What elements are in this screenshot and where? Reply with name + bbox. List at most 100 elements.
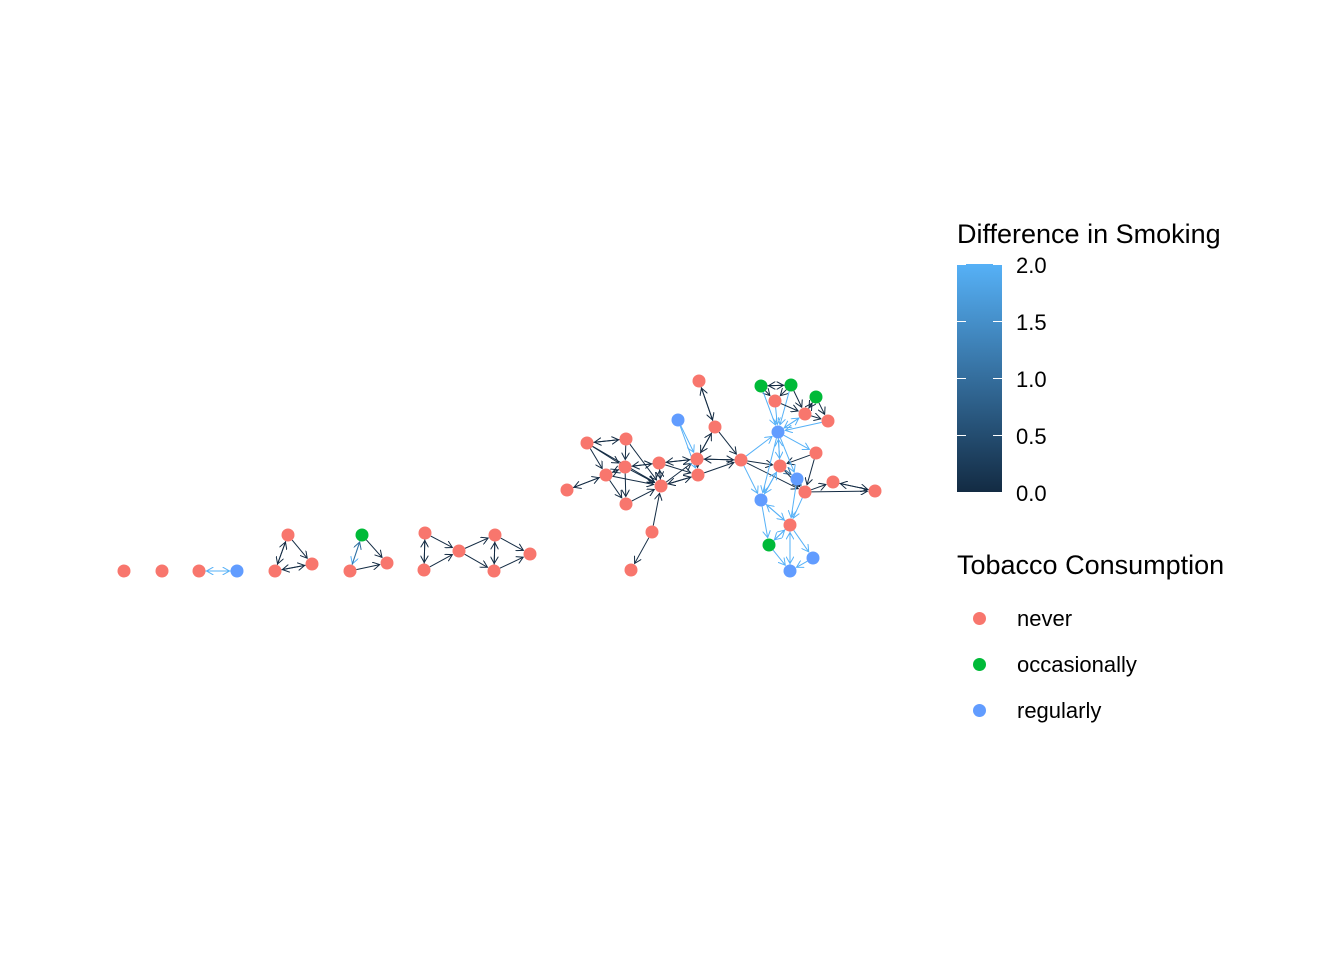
edge [773,530,785,541]
edge [594,440,620,443]
edge [464,538,488,549]
node-never [708,420,722,434]
edge [718,431,736,454]
node-never [691,468,705,482]
edge [665,464,691,473]
legend-key-regularly [973,704,986,717]
node-never [652,456,666,470]
edge [811,416,821,419]
tick-label-1-5: 1.5 [1016,310,1047,335]
legend-label-never: never [1017,606,1073,631]
edge [613,470,619,473]
edge [500,537,524,550]
edge [665,464,691,483]
edge [632,464,653,466]
edge [572,478,599,489]
node-never [783,518,797,532]
color-bar-tick-mark [957,321,966,322]
edge [703,459,733,460]
node-never [619,497,633,511]
edge [840,484,869,491]
edge [703,462,734,474]
color-bar-tick-mark [957,378,966,379]
color-bar-tick-mark [993,492,1002,493]
edge [652,493,659,526]
nodes-layer [117,374,882,578]
edge [819,402,825,414]
node-occasionally [355,528,369,542]
edge [668,476,692,484]
edge [807,459,815,485]
edge [625,473,626,496]
node-regularly [806,551,820,565]
node-never [268,564,282,578]
edge [291,539,307,558]
node-regularly [783,564,797,578]
edge [625,445,626,459]
tick-label-0-0: 0.0 [1016,481,1047,506]
node-never [580,436,594,450]
node-never [734,453,748,467]
node-never [826,475,840,489]
node-never [452,544,466,558]
node-regularly [754,493,768,507]
tick-label-2-0: 2.0 [1016,253,1047,278]
node-never [560,483,574,497]
node-regularly [771,425,785,439]
node-regularly [671,413,685,427]
edge [793,497,803,518]
node-occasionally [754,379,768,393]
node-occasionally [762,538,776,552]
edge [787,454,811,463]
edge [430,535,453,547]
edge [743,465,758,493]
node-never [773,459,787,473]
color-bar-tick-mark [993,435,1002,436]
edge [791,485,797,517]
edge [660,470,661,480]
edge [763,473,776,495]
legend-key-never [973,612,986,625]
node-never [155,564,169,578]
legend-label-regularly: regularly [1017,698,1102,723]
color-bar-tick-mark [957,264,966,265]
legend-label-occasionally: occasionally [1017,652,1137,677]
node-never [809,446,823,460]
node-never [645,525,659,539]
edge [800,485,801,486]
edge [797,561,808,567]
edge [785,470,791,474]
edge [761,506,768,537]
edge [746,462,798,489]
edge [629,443,657,480]
edge [772,549,785,565]
color-bar-tick-mark [993,264,1002,265]
node-never [487,564,501,578]
edge [631,489,655,502]
edge [811,491,867,492]
node-never [523,547,537,561]
edge-legend-title: Difference in Smoking [957,219,1221,249]
node-never [117,564,131,578]
edge [780,403,798,411]
node-never [488,528,502,542]
node-never [599,468,613,482]
node-never [343,564,357,578]
edge [783,434,810,449]
edge [767,505,786,522]
node-never [690,452,704,466]
node-never [821,414,835,428]
color-bar-tick-mark [993,321,1002,322]
edge [424,540,425,564]
edge [499,557,523,569]
color-bar-tick-mark [957,435,966,436]
edge [494,542,495,565]
edge [765,391,769,396]
node-occasionally [809,390,823,404]
node-legend-title: Tobacco Consumption [957,550,1225,580]
edge [793,390,802,407]
edge [793,530,809,552]
node-never [619,432,633,446]
edge [635,537,650,564]
